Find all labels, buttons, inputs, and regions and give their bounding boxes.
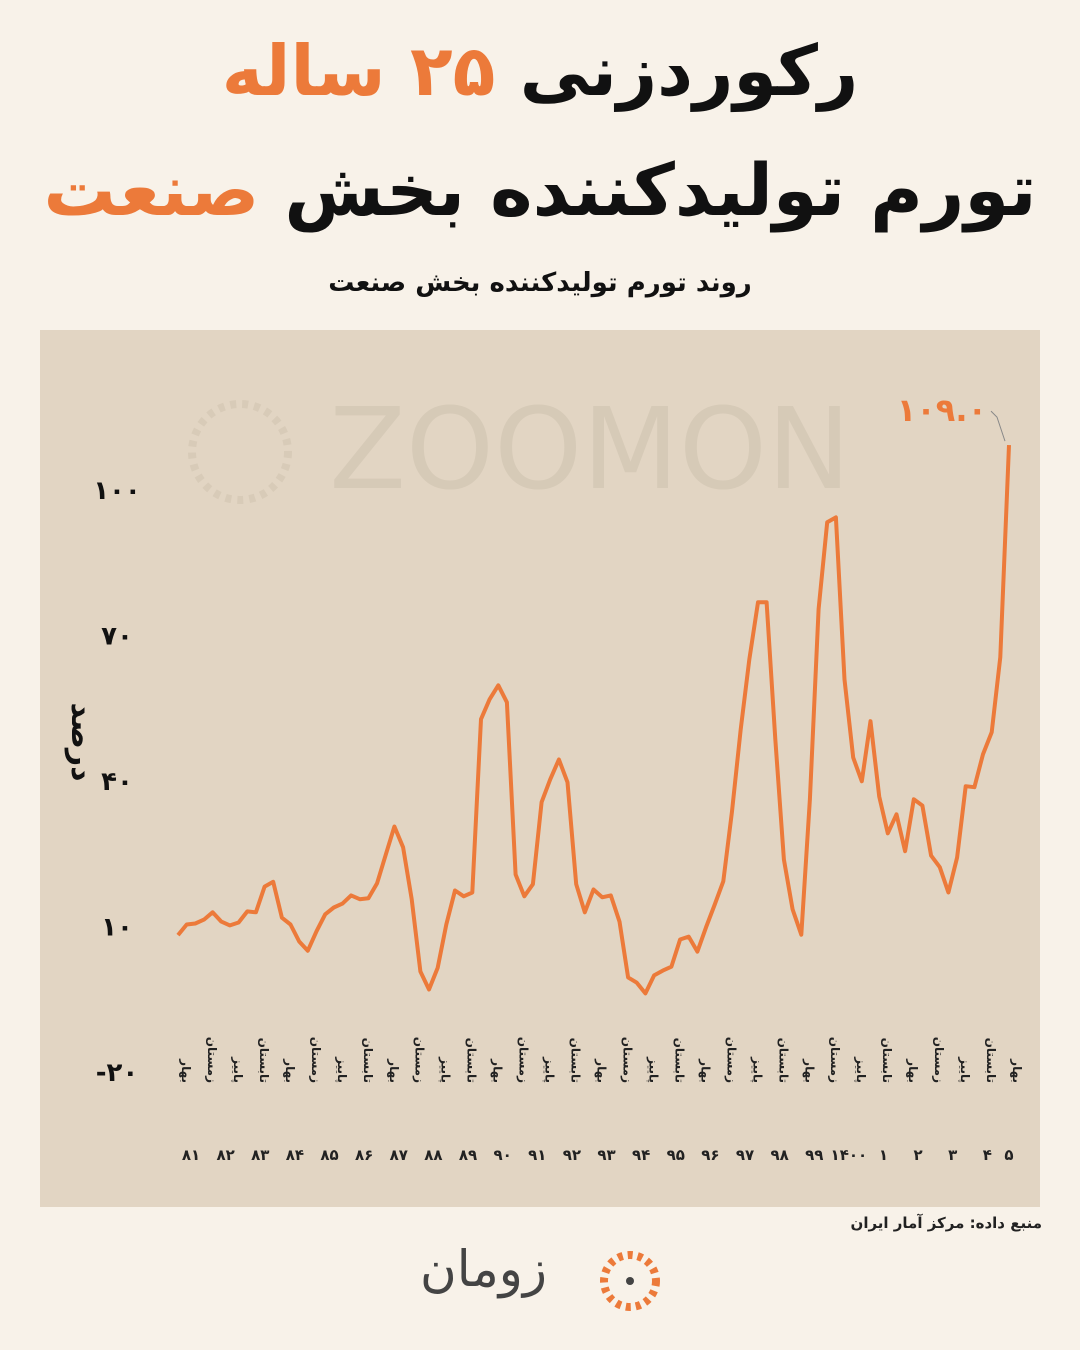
title-text: رکوردزنی: [519, 30, 859, 112]
x-tick-label: تابستان: [984, 1038, 998, 1083]
x-tick-label: پاییز: [750, 1056, 764, 1083]
x-tick-label: بهار: [802, 1058, 816, 1083]
year-label: ۲: [914, 1146, 923, 1164]
year-label: ۹۴: [632, 1146, 650, 1164]
logo-text: زومان: [420, 1240, 548, 1298]
year-label: ۹۷: [736, 1146, 754, 1164]
x-tick-label: زمستان: [620, 1037, 634, 1083]
x-tick-label: بهار: [387, 1058, 401, 1083]
x-tick-label: زمستان: [517, 1037, 531, 1083]
watermark: ZOOMON: [329, 385, 851, 515]
x-tick-label: پاییز: [439, 1056, 453, 1083]
y-tick-label: -۲۰: [96, 1058, 139, 1088]
year-label: ۹۸: [770, 1146, 788, 1164]
year-label: ۵: [1004, 1146, 1013, 1164]
x-tick-label: بهار: [1010, 1058, 1024, 1083]
title-accent: صنعت: [43, 148, 260, 232]
title-line: تورم تولیدکننده بخش صنعت: [0, 148, 1080, 232]
year-label: ۱۴۰۰: [831, 1146, 868, 1164]
x-tick-label: زمستان: [932, 1037, 946, 1083]
year-label: ۸۵: [320, 1146, 338, 1164]
x-tick-label: تابستان: [257, 1038, 271, 1083]
x-tick-label: تابستان: [361, 1038, 375, 1083]
x-tick-label: پاییز: [543, 1056, 557, 1083]
y-tick-label: ۱۰۰: [93, 476, 141, 506]
x-tick-label: پاییز: [231, 1056, 245, 1083]
x-tick-label: تابستان: [776, 1038, 790, 1083]
year-label: ۹۳: [597, 1146, 615, 1164]
x-tick-label: تابستان: [880, 1038, 894, 1083]
logo-dot: [626, 1277, 634, 1285]
y-tick-label: ۱۰: [101, 912, 133, 942]
year-label: ۸۷: [390, 1146, 408, 1164]
y-axis-label: درصد: [64, 703, 99, 782]
x-tick-label: بهار: [595, 1058, 609, 1083]
logo-icon: [600, 1251, 660, 1311]
year-label: ۴: [983, 1146, 992, 1164]
x-tick-label: تابستان: [672, 1038, 686, 1083]
year-label: ۹۰: [493, 1146, 511, 1164]
year-label: ۹۵: [667, 1146, 685, 1164]
x-tick-label: زمستان: [413, 1037, 427, 1083]
x-tick-label: زمستان: [828, 1037, 842, 1083]
x-tick-label: پاییز: [854, 1056, 868, 1083]
x-tick-label: زمستان: [205, 1037, 219, 1083]
x-tick-label: تابستان: [569, 1038, 583, 1083]
x-tick-label: بهار: [179, 1058, 193, 1083]
x-tick-label: زمستان: [309, 1037, 323, 1083]
year-label: ۸۳: [251, 1146, 269, 1164]
year-label: ۳: [948, 1146, 957, 1164]
year-label: ۸۹: [459, 1146, 477, 1164]
logo-ring: [600, 1251, 660, 1311]
logo: زومان: [420, 1240, 547, 1298]
year-label: ۹۱: [528, 1146, 546, 1164]
title-accent: ۲۵ ساله: [221, 30, 496, 112]
x-tick-label: پاییز: [646, 1056, 660, 1083]
chart-title: روند تورم تولیدکننده بخش صنعت: [328, 268, 752, 298]
year-label: ۹۶: [701, 1146, 719, 1164]
title-text: تورم تولیدکننده بخش: [284, 148, 1037, 232]
x-tick-label: پاییز: [335, 1056, 349, 1083]
x-tick-label: بهار: [491, 1058, 505, 1083]
year-label: ۸۸: [424, 1146, 442, 1164]
label-leader: [990, 410, 1006, 442]
year-label: ۸۶: [355, 1146, 373, 1164]
year-label: ۸۲: [216, 1146, 234, 1164]
year-label: ۸۱: [182, 1146, 200, 1164]
title-line: رکوردزنی ۲۵ ساله: [0, 30, 1080, 112]
line: [176, 445, 1011, 996]
x-tick-label: بهار: [698, 1058, 712, 1083]
year-label: ۹۹: [805, 1146, 823, 1164]
x-tick-label: تابستان: [465, 1038, 479, 1083]
x-tick-label: زمستان: [724, 1037, 738, 1083]
watermark-icon: [188, 400, 292, 504]
y-tick-label: ۷۰: [101, 621, 133, 651]
plot-background: [40, 330, 1040, 1207]
x-tick-label: بهار: [906, 1058, 920, 1083]
year-label: ۹۲: [563, 1146, 581, 1164]
year-label: ۱: [879, 1146, 888, 1164]
year-label: ۸۴: [286, 1146, 304, 1164]
value-label: ۱۰۹.۰: [897, 391, 987, 429]
x-tick-label: پاییز: [958, 1056, 972, 1083]
x-tick-label: بهار: [283, 1058, 297, 1083]
source: منبع داده: مرکز آمار ایران: [850, 1214, 1042, 1232]
y-tick-label: ۴۰: [101, 767, 133, 797]
